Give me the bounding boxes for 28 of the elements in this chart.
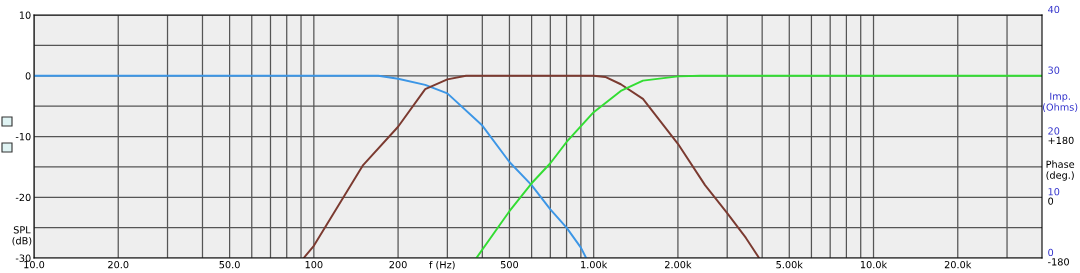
y3-tick-label: +180 [1048,136,1074,145]
y-tick-label: 10 [19,11,31,19]
x-tick-label: 5.00k [776,260,803,269]
x-tick-label: 100 [305,260,323,269]
y2-tick-label: 40 [1048,5,1060,14]
x-tick-label: 20.0k [944,260,972,269]
y3-tick-label: 0 [1048,197,1054,205]
x-tick-label: 10.0k [860,260,888,269]
x-tick-label: 20.0 [108,260,129,269]
y2-tick-label: 30 [1048,66,1060,74]
x-axis-title: f (Hz) [429,260,455,270]
x-tick-label: 1.00k [581,260,608,269]
y-tick-label: -10 [15,132,31,141]
x-tick-label: 500 [500,260,519,269]
x-tick-label: 200 [389,260,407,269]
x-tick-label: 50.0 [219,260,240,269]
y2-tick-label: 10 [1048,188,1060,196]
y2-axis-title: Imp. (Ohms) [1043,92,1078,112]
y-tick-label: -20 [15,193,31,202]
x-tick-label: 10.0 [24,260,45,269]
y2-tick-label: 20 [1048,127,1060,135]
y-axis-title: SPL (dB) [12,226,32,246]
y2-tick-label: 0 [1048,248,1054,257]
y-tick-label: 0 [25,72,31,80]
x-tick-label: 2.00k [664,260,692,269]
y3-tick-label: -180 [1048,258,1069,266]
y3-axis-title: Phase (deg.) [1046,160,1075,181]
y-tick-label: -30 [15,254,31,262]
